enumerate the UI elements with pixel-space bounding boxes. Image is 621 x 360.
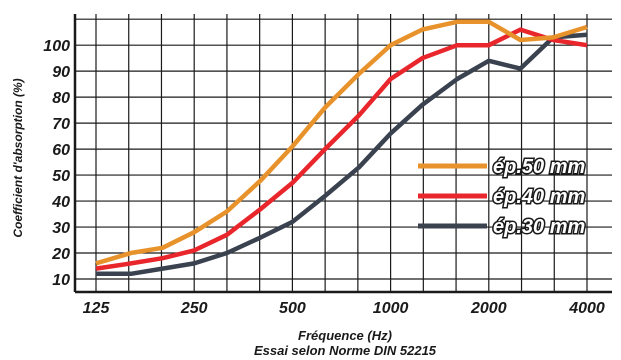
series-line--p-40-mm (95, 27, 588, 271)
y-tick-label: 90 (52, 64, 70, 81)
legend-label: ép.50 mm (493, 156, 585, 178)
y-tick-label: 20 (51, 246, 70, 263)
legend-label: ép.30 mm (493, 216, 585, 238)
y-tick-label: 10 (52, 272, 70, 289)
x-tick-label: 500 (279, 300, 306, 317)
series-line--p-30-mm (96, 32, 588, 277)
y-tick-label: 100 (43, 38, 70, 55)
y-tick-label: 80 (52, 90, 70, 107)
y-tick-label: 70 (52, 116, 70, 133)
x-axis-title: Fréquence (Hz) (298, 328, 392, 343)
x-tick-label: 4000 (568, 300, 605, 317)
series-line--p-50-mm (95, 19, 588, 266)
x-tick-label: 2000 (470, 300, 507, 317)
y-tick-label: 50 (52, 168, 70, 185)
x-tick-label: 125 (83, 300, 111, 317)
chart-grid (73, 14, 612, 294)
x-tick-label: 1000 (373, 300, 409, 317)
chart-series-group (95, 19, 588, 277)
chart-ticks: 10 20 30 40 50 60 70 80 90 100 125 250 500 1000 2000 40… (43, 38, 605, 317)
y-tick-label: 30 (52, 220, 70, 237)
chart-legend: ép.50 mm ép.40 mm ép.30 mm (418, 155, 587, 240)
chart-subtitle: Essai selon Norme DIN 52215 (254, 343, 437, 358)
x-tick-label: 250 (180, 300, 208, 317)
legend-label: ép.40 mm (493, 186, 585, 208)
y-tick-label: 60 (52, 142, 70, 159)
y-tick-label: 40 (51, 194, 70, 211)
y-axis-title: Coefficient d'absorption (%) (11, 78, 25, 237)
